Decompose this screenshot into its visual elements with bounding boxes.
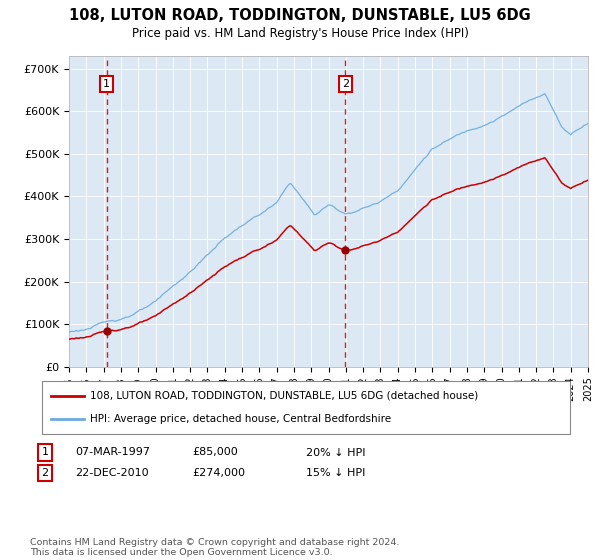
Text: 22-DEC-2010: 22-DEC-2010 (75, 468, 149, 478)
Text: 20% ↓ HPI: 20% ↓ HPI (306, 447, 365, 458)
Text: 1: 1 (41, 447, 49, 458)
Text: £274,000: £274,000 (192, 468, 245, 478)
Text: 2: 2 (41, 468, 49, 478)
Text: 15% ↓ HPI: 15% ↓ HPI (306, 468, 365, 478)
Text: HPI: Average price, detached house, Central Bedfordshire: HPI: Average price, detached house, Cent… (90, 414, 391, 424)
Text: Price paid vs. HM Land Registry's House Price Index (HPI): Price paid vs. HM Land Registry's House … (131, 27, 469, 40)
Text: Contains HM Land Registry data © Crown copyright and database right 2024.
This d: Contains HM Land Registry data © Crown c… (30, 538, 400, 557)
Text: 1: 1 (103, 79, 110, 89)
Text: 07-MAR-1997: 07-MAR-1997 (75, 447, 150, 458)
Text: £85,000: £85,000 (192, 447, 238, 458)
Text: 2: 2 (342, 79, 349, 89)
Text: 108, LUTON ROAD, TODDINGTON, DUNSTABLE, LU5 6DG: 108, LUTON ROAD, TODDINGTON, DUNSTABLE, … (69, 8, 531, 24)
Text: 108, LUTON ROAD, TODDINGTON, DUNSTABLE, LU5 6DG (detached house): 108, LUTON ROAD, TODDINGTON, DUNSTABLE, … (90, 391, 478, 401)
